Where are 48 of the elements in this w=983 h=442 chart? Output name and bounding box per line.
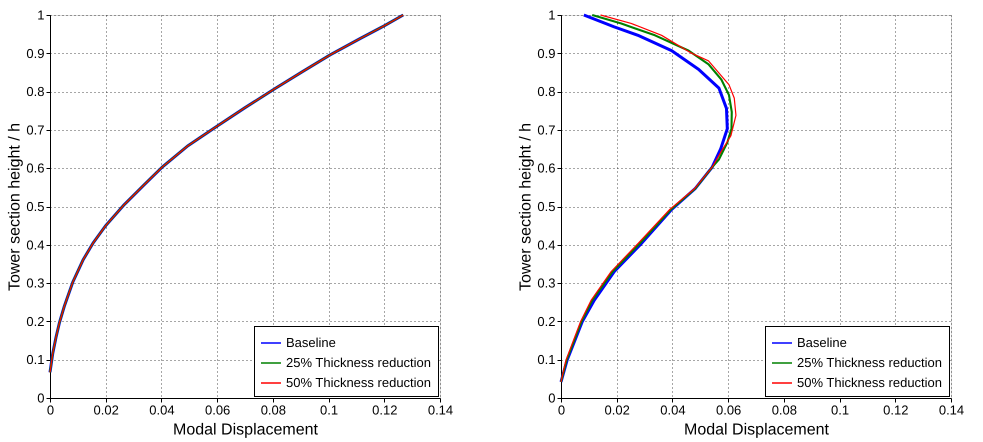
- x-tick-label: 0: [46, 402, 54, 418]
- y-tick-label: 0.8: [537, 84, 556, 100]
- x-tick-label: 0.04: [660, 402, 686, 418]
- y-tick-label: 0.3: [537, 276, 556, 291]
- legend-label: 50% Thickness reduction: [797, 375, 942, 390]
- x-tick-label: 0.1: [831, 402, 850, 418]
- y-tick-label: 0.2: [537, 314, 556, 329]
- legend-label: 50% Thickness reduction: [286, 375, 432, 390]
- legend-label: Baseline: [797, 335, 847, 350]
- x-tick-label: 0.14: [938, 402, 964, 418]
- y-tick-label: 0.9: [537, 46, 556, 61]
- y-tick-label: 0.7: [537, 122, 556, 138]
- legend-label: Baseline: [286, 335, 336, 350]
- y-tick-label: 0.4: [26, 237, 44, 252]
- x-tick-label: 0.14: [428, 402, 454, 418]
- legend-label: 25% Thickness reduction: [286, 355, 432, 370]
- x-axis-title: Modal Displacement: [684, 422, 830, 438]
- x-tick-label: 0.02: [94, 402, 119, 418]
- x-tick-label: 0.04: [149, 402, 175, 418]
- y-tick-label: 0: [548, 390, 556, 406]
- y-tick-label: 0.1: [26, 352, 44, 368]
- y-tick-label: 0.1: [537, 352, 556, 368]
- x-tick-label: 0.08: [772, 402, 798, 418]
- x-tick-label: 0: [558, 402, 566, 418]
- y-tick-label: 1: [37, 8, 44, 22]
- y-tick-label: 0.8: [26, 84, 44, 100]
- x-tick-label: 0.06: [716, 402, 742, 418]
- y-tick-label: 0.5: [537, 199, 556, 214]
- x-tick-label: 0.12: [372, 402, 398, 418]
- y-axis-title: Tower section height / h: [517, 122, 534, 292]
- y-tick-label: 0.6: [537, 160, 556, 176]
- x-tick-label: 0.02: [604, 402, 630, 418]
- x-axis-title: Modal Displacement: [173, 422, 319, 438]
- x-tick-label: 0.08: [260, 402, 286, 418]
- y-tick-label: 0.3: [26, 276, 44, 291]
- y-tick-label: 0.6: [26, 160, 44, 176]
- x-tick-label: 0.12: [883, 402, 908, 418]
- x-tick-label: 0.06: [204, 402, 230, 418]
- y-tick-label: 0.9: [26, 46, 44, 61]
- y-tick-label: 1: [548, 8, 556, 22]
- y-tick-label: 0.2: [26, 314, 44, 329]
- x-tick-label: 0.1: [320, 402, 338, 418]
- y-tick-label: 0: [37, 390, 44, 406]
- y-tick-label: 0.4: [537, 237, 556, 252]
- legend-label: 25% Thickness reduction: [797, 355, 942, 370]
- y-axis-title: Tower section height / h: [6, 122, 24, 292]
- y-tick-label: 0.7: [26, 122, 44, 138]
- y-tick-label: 0.5: [26, 199, 44, 214]
